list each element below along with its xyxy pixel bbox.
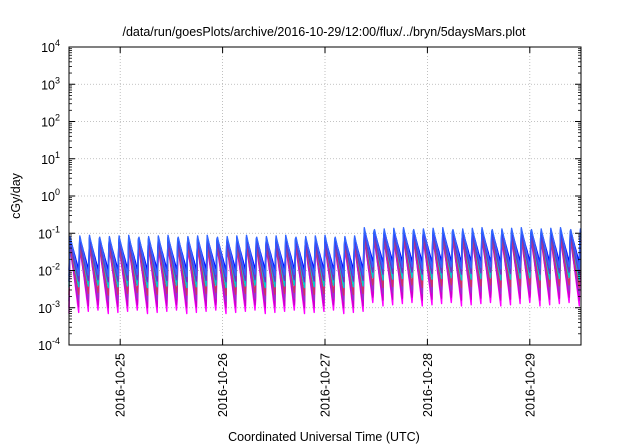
x-tick-label: 2016-10-27 (319, 353, 333, 417)
y-axis-label: cGy/day (9, 172, 23, 219)
chart-title: /data/run/goesPlots/archive/2016-10-29/1… (122, 25, 526, 39)
y-tick-label: 10-3 (38, 299, 60, 316)
x-tick-label: 2016-10-26 (216, 353, 230, 417)
series-lines (68, 226, 582, 315)
series-line (68, 226, 582, 277)
y-axis: 10-4 10-3 10-2 10-1 100 101 102 103 104 (38, 38, 581, 353)
y-tick-label: 10-1 (38, 224, 60, 241)
y-tick-label: 101 (41, 150, 60, 167)
y-tick-label: 100 (41, 187, 60, 204)
x-tick-label: 2016-10-28 (421, 353, 435, 417)
x-tick-label: 2016-10-29 (523, 353, 537, 417)
x-tick-label: 2016-10-25 (114, 353, 128, 417)
y-tick-label: 10-4 (38, 336, 60, 353)
x-axis: 2016-10-25 2016-10-26 2016-10-27 2016-10-28… (114, 47, 537, 417)
y-tick-label: 104 (41, 38, 60, 55)
x-axis-label: Coordinated Universal Time (UTC) (228, 430, 420, 444)
y-tick-label: 103 (41, 75, 60, 92)
y-tick-label: 102 (41, 113, 60, 130)
y-tick-label: 10-2 (38, 262, 60, 279)
